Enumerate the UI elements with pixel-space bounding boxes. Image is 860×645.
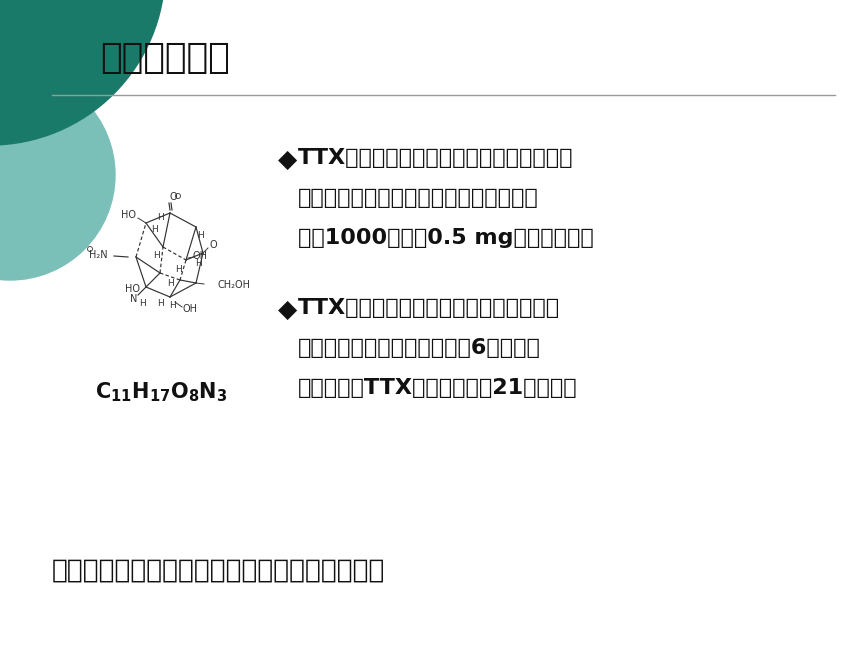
Text: H: H bbox=[157, 212, 163, 221]
Text: H: H bbox=[197, 230, 203, 239]
Text: CH₂OH: CH₂OH bbox=[218, 280, 251, 290]
Text: TTX是自然界中毒性最强的非蛋白类毒素，: TTX是自然界中毒性最强的非蛋白类毒素， bbox=[298, 148, 574, 168]
Text: O: O bbox=[169, 192, 177, 202]
Text: 前国际上绯TTX每克售价高达21万美元。: 前国际上绯TTX每克售价高达21万美元。 bbox=[298, 378, 578, 398]
Text: H: H bbox=[150, 224, 157, 233]
Text: 自然界最奇特的分子之一，其毒性比氯化: 自然界最奇特的分子之一，其毒性比氯化 bbox=[298, 188, 538, 208]
Circle shape bbox=[0, 70, 115, 280]
Circle shape bbox=[0, 0, 165, 145]
Text: 一切物质都是毒物，剂量将其区分为毒物和药物: 一切物质都是毒物，剂量将其区分为毒物和药物 bbox=[52, 558, 385, 584]
Text: OH: OH bbox=[193, 251, 207, 261]
Text: 一、河豚中毒: 一、河豚中毒 bbox=[100, 41, 230, 75]
Text: H: H bbox=[167, 279, 174, 288]
Text: HO: HO bbox=[120, 210, 136, 220]
Text: $\mathbf{C_{11}H_{17}O_8N_3}$: $\mathbf{C_{11}H_{17}O_8N_3}$ bbox=[95, 380, 228, 404]
Text: H₂N: H₂N bbox=[89, 250, 108, 260]
Text: 钆高1000多倍，0.5 mg可致人死命。: 钆高1000多倍，0.5 mg可致人死命。 bbox=[298, 228, 593, 248]
Text: H: H bbox=[195, 259, 202, 268]
Text: H: H bbox=[157, 299, 163, 308]
Text: 其效果比常用鹻醇药可卡因兇6万倍，目: 其效果比常用鹻醇药可卡因兇6万倍，目 bbox=[298, 338, 541, 358]
Text: ◆: ◆ bbox=[278, 148, 298, 172]
Text: TTX是无价之宝，用极小剂量即可止痛，: TTX是无价之宝，用极小剂量即可止痛， bbox=[298, 298, 560, 318]
Text: H: H bbox=[175, 266, 181, 275]
Text: OH: OH bbox=[182, 304, 198, 314]
Text: O: O bbox=[209, 240, 217, 250]
Text: HO: HO bbox=[125, 284, 139, 294]
Text: ◆: ◆ bbox=[278, 298, 298, 322]
Text: H: H bbox=[169, 301, 175, 310]
Text: N: N bbox=[131, 294, 138, 304]
Text: H: H bbox=[154, 250, 160, 259]
Text: H: H bbox=[138, 299, 145, 308]
